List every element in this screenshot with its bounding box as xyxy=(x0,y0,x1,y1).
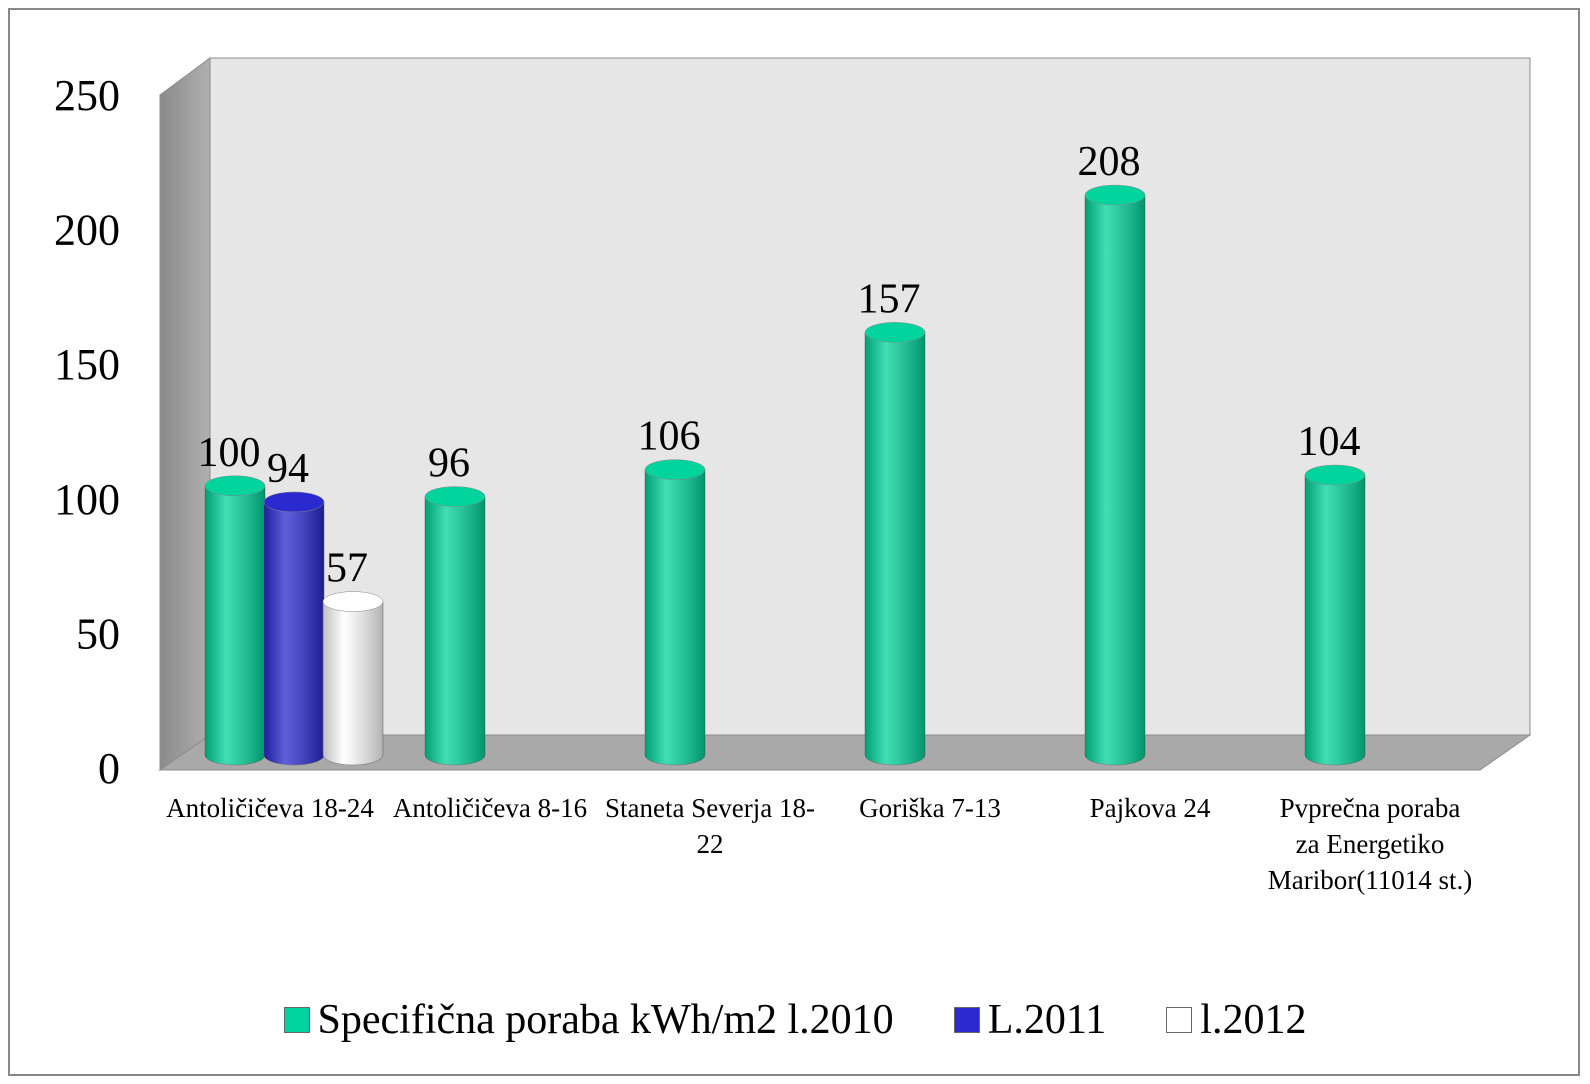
bar-top xyxy=(1304,464,1366,486)
bar xyxy=(864,322,926,766)
bar-top xyxy=(1084,184,1146,206)
x-tick-label: Pvprečna poraba za Energetiko Maribor(11… xyxy=(1267,793,1473,895)
x-tick-label: Goriška 7-13 xyxy=(859,793,1001,823)
legend-swatch xyxy=(283,1007,310,1033)
legend-swatch xyxy=(1166,1007,1193,1033)
legend: Specifična poraba kWh/m2 l.2010 L.2011 l.2… xyxy=(0,996,1590,1044)
legend-swatch xyxy=(953,1007,980,1033)
legend-item: Specifična poraba kWh/m2 l.2010 xyxy=(283,996,894,1044)
bar-top xyxy=(204,475,266,497)
legend-label: Specifična poraba kWh/m2 l.2010 xyxy=(317,997,894,1043)
data-label: 100 xyxy=(198,430,261,476)
y-tick-label: 100 xyxy=(54,475,120,524)
floor xyxy=(158,734,1532,771)
bar xyxy=(263,491,325,766)
y-tick-label: 200 xyxy=(54,206,120,255)
bar-top xyxy=(864,322,926,343)
legend-item: l.2012 xyxy=(1166,996,1306,1044)
bar-top xyxy=(644,459,706,480)
data-label: 208 xyxy=(1078,139,1141,185)
bar xyxy=(424,486,486,766)
bar xyxy=(204,475,266,766)
data-label: 96 xyxy=(428,441,470,487)
side-wall xyxy=(159,57,211,771)
bar-shade xyxy=(323,601,383,765)
y-tick-label: 150 xyxy=(54,340,120,389)
bar-shade xyxy=(1305,475,1365,765)
data-label: 106 xyxy=(638,414,701,460)
bar xyxy=(1084,184,1146,766)
bar-shade xyxy=(865,332,925,765)
bar-shade xyxy=(1085,195,1145,766)
bar-top xyxy=(322,591,384,612)
bar-top xyxy=(424,486,486,507)
x-tick-label: Antoličičeva 8-16 xyxy=(392,793,588,823)
bar xyxy=(644,459,706,766)
data-label: 94 xyxy=(267,446,309,492)
y-tick-label: 250 xyxy=(54,71,120,120)
x-tick-label: Pajkova 24 xyxy=(1089,793,1211,823)
legend-item: L.2011 xyxy=(953,996,1107,1044)
bar-shade xyxy=(264,501,324,765)
x-tick-label: Antoličičeva 18-24 xyxy=(166,793,374,823)
y-tick-label: 0 xyxy=(98,744,120,793)
bar-shade xyxy=(425,496,485,765)
data-label: 104 xyxy=(1298,419,1361,465)
bar-shade xyxy=(205,485,265,765)
legend-label: L.2011 xyxy=(987,997,1107,1043)
data-label: 157 xyxy=(858,276,921,322)
bar-shade xyxy=(645,469,705,765)
x-tick-label: Staneta Severja 18-22 xyxy=(605,793,815,859)
legend-label: l.2012 xyxy=(1200,997,1307,1043)
data-label: 57 xyxy=(326,546,368,592)
bar xyxy=(1304,464,1366,766)
chart-frame xyxy=(8,8,1580,1076)
bar-top xyxy=(263,491,325,513)
bar xyxy=(322,591,384,766)
y-tick-label: 50 xyxy=(76,609,120,658)
